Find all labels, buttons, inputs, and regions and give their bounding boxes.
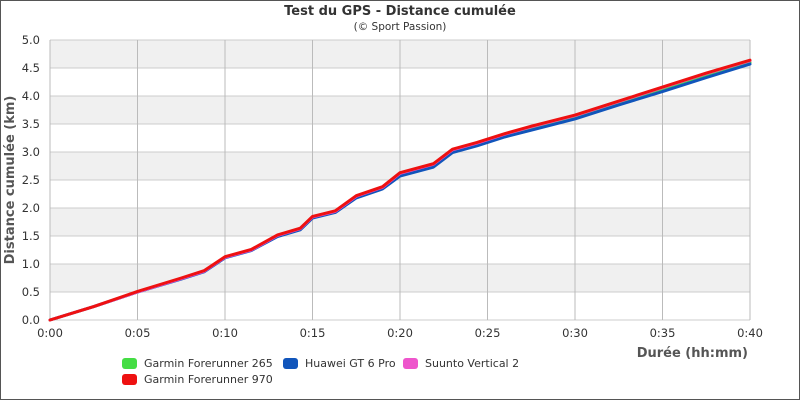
- y-axis-ticks: 0.0 0.5 1.0 1.5 2.0 2.5 3.0 3.5 4.0 4.5 5.0: [22, 33, 40, 327]
- y-tick-label: 0.5: [22, 285, 40, 299]
- y-axis-label: Distance cumulée (km): [3, 96, 18, 265]
- legend-label: Huawei GT 6 Pro: [305, 357, 396, 370]
- x-tick-label: 0:40: [737, 326, 763, 340]
- x-tick-label: 0:15: [300, 326, 326, 340]
- x-tick-label: 0:25: [475, 326, 501, 340]
- legend-swatch: [403, 358, 418, 369]
- y-tick-label: 0.0: [22, 313, 40, 327]
- chart-subtitle: (© Sport Passion): [354, 21, 447, 33]
- y-tick-label: 5.0: [22, 33, 40, 47]
- legend: Garmin Forerunner 265 Huawei GT 6 Pro Suun…: [122, 357, 519, 386]
- y-tick-label: 2.0: [22, 201, 40, 215]
- series-line-4: [48, 58, 752, 322]
- x-axis-label: Durée (hh:mm): [637, 346, 748, 361]
- chart-title: Test du GPS - Distance cumulée: [284, 4, 516, 19]
- y-tick-label: 2.5: [22, 173, 40, 187]
- legend-label: Suunto Vertical 2: [425, 357, 519, 370]
- y-tick-label: 3.0: [22, 145, 40, 159]
- y-tick-label: 1.0: [22, 257, 40, 271]
- y-tick-label: 1.5: [22, 229, 40, 243]
- vertical-gridlines: [49, 40, 751, 320]
- legend-label: Garmin Forerunner 970: [144, 373, 273, 386]
- legend-swatch: [122, 358, 137, 369]
- legend-swatch: [283, 358, 298, 369]
- x-tick-label: 0:05: [125, 326, 151, 340]
- y-tick-label: 4.0: [22, 89, 40, 103]
- series-lines: [48, 58, 752, 322]
- x-axis-ticks: 0:00 0:05 0:10 0:15 0:20 0:25 0:30 0:35 0:40: [37, 326, 763, 340]
- legend-label: Garmin Forerunner 265: [144, 357, 273, 370]
- y-tick-label: 3.5: [22, 117, 40, 131]
- x-tick-label: 0:10: [212, 326, 238, 340]
- x-tick-label: 0:00: [37, 326, 63, 340]
- x-tick-label: 0:35: [650, 326, 676, 340]
- y-tick-label: 4.5: [22, 61, 40, 75]
- legend-swatch: [122, 374, 137, 385]
- x-tick-label: 0:20: [387, 326, 413, 340]
- x-tick-label: 0:30: [562, 326, 588, 340]
